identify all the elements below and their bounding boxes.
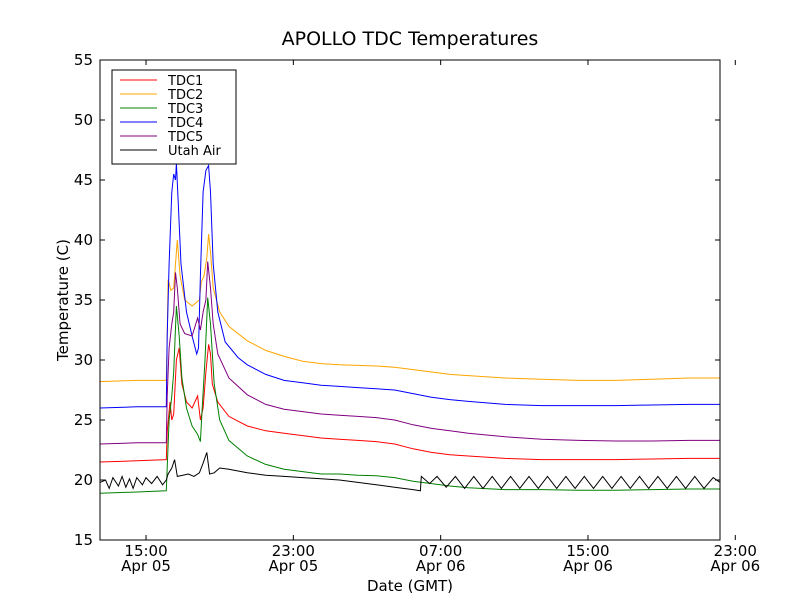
legend-label: TDC1 (167, 74, 203, 89)
series-line-tdc3 (99, 297, 720, 494)
y-axis-label: Temperature (C) (54, 239, 72, 362)
x-axis-label: Date (GMT) (367, 577, 453, 595)
y-tick-label: 55 (74, 51, 93, 69)
legend-label: TDC5 (167, 130, 203, 145)
x-tick-date-label: Apr 06 (710, 557, 760, 575)
legend-label: TDC2 (167, 88, 203, 103)
x-tick-time-label: 23:00 (714, 542, 757, 560)
y-tick-label: 15 (74, 531, 93, 549)
y-tick-label: 20 (74, 471, 93, 489)
plot-frame (99, 59, 721, 541)
series-line-utah-air (99, 452, 721, 492)
series-line-tdc5 (99, 261, 720, 445)
series-layer (99, 163, 721, 494)
x-tick-time-label: 07:00 (419, 542, 462, 560)
x-tick-time-label: 23:00 (272, 542, 315, 560)
legend-label: TDC3 (167, 102, 203, 117)
x-tick-date-label: Apr 06 (416, 557, 466, 575)
series-line-tdc1 (99, 344, 720, 463)
x-tick-time-label: 15:00 (124, 542, 167, 560)
x-tick-date-label: Apr 05 (121, 557, 171, 575)
y-tick-label: 35 (74, 291, 93, 309)
y-tick-label: 40 (74, 231, 93, 249)
chart-title: APOLLO TDC Temperatures (282, 28, 539, 50)
x-tick-time-label: 15:00 (566, 542, 609, 560)
series-line-tdc2 (99, 233, 720, 383)
series-line-tdc4 (99, 163, 720, 409)
legend-box (111, 69, 237, 165)
legend-label: Utah Air (168, 144, 221, 159)
y-tick-label: 50 (74, 111, 93, 129)
x-tick-date-label: Apr 06 (563, 557, 613, 575)
x-tick-date-label: Apr 05 (268, 557, 318, 575)
y-tick-label: 25 (74, 411, 93, 429)
y-tick-label: 45 (74, 171, 93, 189)
legend-label: TDC4 (167, 116, 203, 131)
y-tick-label: 30 (74, 351, 93, 369)
